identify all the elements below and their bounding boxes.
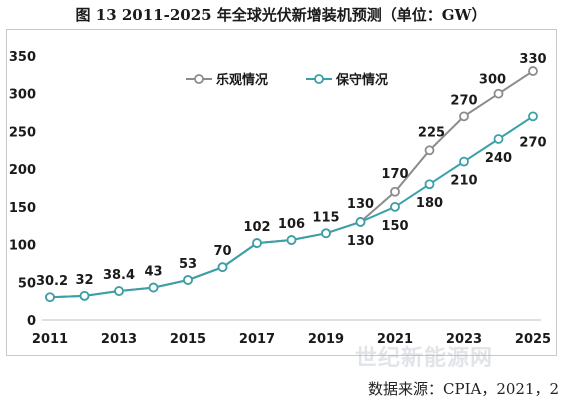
data-label: 150	[381, 219, 408, 234]
data-point	[148, 282, 159, 293]
line-chart: 0 50 100 150 200 250 300 350 2011 2013 2015 2017 201…	[9, 50, 551, 347]
data-label: 240	[485, 151, 512, 166]
data-label: 270	[450, 93, 477, 108]
y-tick-label: 0	[27, 314, 36, 329]
chart-frame	[6, 29, 557, 356]
x-tick-label: 2019	[308, 332, 344, 347]
legend-marker-2	[314, 74, 324, 84]
x-tick-label: 2011	[32, 332, 68, 347]
data-point	[321, 228, 331, 239]
data-label: 130	[347, 234, 374, 249]
data-point	[459, 111, 469, 122]
x-tick-label: 2013	[101, 332, 137, 347]
data-label: 330	[519, 52, 546, 67]
source-note: 数据来源：CPIA，2021，2	[368, 380, 560, 398]
data-label: 70	[213, 244, 231, 259]
legend-marker-1	[194, 74, 204, 84]
y-tick-label: 300	[9, 88, 36, 103]
data-point	[390, 186, 400, 197]
data-label: 43	[144, 265, 162, 280]
data-label: 53	[179, 257, 197, 272]
data-point	[114, 286, 124, 296]
data-label: 32	[75, 273, 93, 288]
data-label: 225	[418, 125, 445, 140]
data-point	[183, 275, 193, 285]
data-point	[355, 217, 366, 227]
data-label: 210	[450, 174, 477, 189]
data-label: 106	[278, 217, 305, 232]
x-tick-label: 2017	[239, 332, 275, 347]
figure-title: 图 13 2011-2025 年全球光伏新增装机预测（单位：GW）	[75, 6, 487, 24]
data-point	[424, 179, 435, 190]
y-tick-label: 250	[9, 125, 36, 140]
x-tick-label: 2015	[170, 332, 206, 347]
data-point	[493, 134, 504, 144]
data-point	[286, 235, 297, 245]
data-point	[528, 111, 538, 122]
data-point	[45, 292, 55, 303]
data-label: 170	[381, 167, 408, 182]
y-tick-label: 350	[9, 50, 36, 65]
y-tick-label: 50	[18, 276, 36, 291]
data-label: 115	[312, 210, 339, 225]
x-tick-label: 2023	[446, 332, 482, 347]
data-label: 130	[347, 197, 374, 212]
data-point	[252, 238, 262, 248]
data-point	[459, 156, 469, 167]
data-label: 180	[416, 196, 443, 211]
y-tick-label: 200	[9, 163, 36, 178]
y-tick-label: 150	[9, 201, 36, 216]
data-label: 102	[243, 220, 270, 235]
data-label: 300	[479, 73, 506, 88]
data-point	[390, 201, 400, 212]
x-tick-label: 2021	[377, 332, 413, 347]
x-tick-label: 2025	[515, 332, 551, 347]
data-label: 38.4	[103, 268, 135, 283]
watermark-text: 世纪新能源网	[355, 346, 494, 371]
legend-label-1: 乐观情况	[216, 72, 268, 88]
data-point	[79, 290, 90, 301]
data-label: 30.2	[36, 274, 68, 289]
data-point	[493, 88, 504, 99]
data-point	[217, 262, 228, 273]
legend-label-2: 保守情况	[335, 72, 388, 88]
data-point	[528, 66, 538, 76]
y-tick-label: 100	[9, 239, 36, 254]
data-label: 270	[519, 135, 546, 150]
data-point	[424, 145, 435, 156]
